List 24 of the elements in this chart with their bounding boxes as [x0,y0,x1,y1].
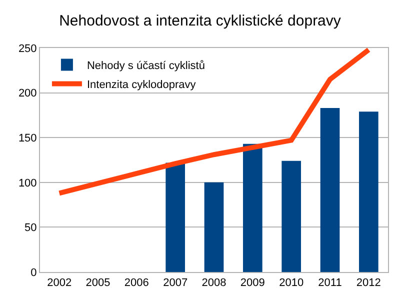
x-tick-label: 2010 [279,277,304,290]
x-tick-label: 2012 [356,277,381,290]
chart-title: Nehodovost a intenzita cyklistické dopravy [59,12,342,30]
bar [243,144,262,272]
y-tick-label: 0 [30,266,37,279]
y-tick-label: 50 [24,222,37,234]
x-tick-label: 2007 [163,277,188,290]
y-tick-label: 100 [18,177,37,190]
legend-label: Intenzita cyklodopravy [86,79,196,92]
bar [282,160,301,272]
x-tick-label: 2009 [240,277,265,290]
x-tick-label: 2008 [202,277,226,290]
bar [320,108,340,272]
x-tick-label: 2006 [124,277,149,290]
x-tick-label: 2002 [47,277,72,290]
bar [204,182,224,272]
x-tick-label: 2005 [86,277,110,290]
bar [359,112,378,272]
y-tick-label: 200 [18,88,37,100]
bar [166,162,185,272]
y-tick-label: 150 [18,132,37,144]
y-tick-label: 250 [18,42,37,55]
x-tick-label: 2011 [318,277,342,290]
legend-label: Nehody s účastí cyklistů [86,60,205,72]
